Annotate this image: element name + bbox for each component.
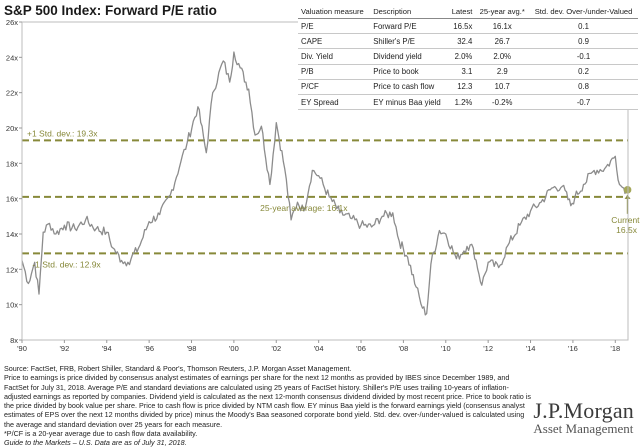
- table-cell: P/CF: [298, 79, 371, 95]
- table-cell: 2.9: [475, 64, 530, 80]
- table-cell: -0.2%: [475, 94, 530, 111]
- table-row: P/B Price to book 3.1 2.9 0.2: [298, 64, 638, 80]
- x-tick-label: '06: [356, 344, 366, 353]
- reference-label: 25-year average: 16.1x: [260, 203, 348, 213]
- table-cell: 26.7: [475, 33, 530, 50]
- table-cell: 32.4: [447, 33, 476, 50]
- table-cell: Div. Yield: [298, 48, 371, 65]
- logo-name: J.P.Morgan: [533, 398, 634, 423]
- table-cell: 2.0%: [475, 48, 530, 65]
- methodology-notes: Price to earnings is price divided by co…: [4, 373, 531, 429]
- y-tick-label: 10x: [6, 301, 18, 310]
- pe-series-line: [21, 51, 629, 316]
- current-label: Current:: [611, 215, 640, 225]
- x-tick-label: '04: [314, 344, 324, 353]
- table-cell: Price to cash flow: [370, 79, 448, 95]
- table-cell: 0.1: [529, 18, 638, 35]
- table-header: Description: [370, 5, 448, 19]
- table-cell: EY minus Baa yield: [370, 94, 448, 111]
- x-tick-label: '00: [229, 344, 239, 353]
- pe-chart: 8x 10x 12x 14x 16x 18x 20x 22x 24x 26x '90 '92 '94 '9…: [6, 18, 640, 353]
- table-cell: CAPE: [298, 33, 371, 50]
- table-cell: P/B: [298, 64, 371, 80]
- y-tick-label: 20x: [6, 124, 18, 133]
- table-cell: 1.2%: [447, 94, 476, 111]
- table-cell: Forward P/E: [370, 18, 448, 35]
- x-tick-label: '10: [441, 344, 451, 353]
- valuation-summary-table: Valuation measure Description Latest 25-yea…: [298, 5, 638, 111]
- x-tick-label: '16: [568, 344, 578, 353]
- x-tick-label: '96: [144, 344, 154, 353]
- x-tick-label: '90: [17, 344, 27, 353]
- y-tick-label: 22x: [6, 89, 18, 98]
- table-header: Valuation measure: [298, 5, 371, 19]
- table-cell: 2.0%: [447, 48, 476, 65]
- table-row: EY Spread EY minus Baa yield 1.2% -0.2% -0.7: [298, 94, 638, 111]
- x-tick-label: '94: [102, 344, 112, 353]
- footer-notes: Source: FactSet, FRB, Robert Shiller, St…: [4, 364, 534, 448]
- table-cell: 12.3: [447, 79, 476, 95]
- y-tick-label: 18x: [6, 159, 18, 168]
- x-tick-label: '14: [526, 344, 536, 353]
- current-value-label: 16.5x: [616, 225, 638, 235]
- table-cell: Price to book: [370, 64, 448, 80]
- table-header: Std. dev. Over-/under-Valued: [529, 5, 638, 19]
- x-tick-label: '08: [399, 344, 409, 353]
- table-cell: 16.5x: [447, 18, 476, 35]
- table-cell: 3.1: [447, 64, 476, 80]
- table-row: CAPE Shiller's P/E 32.4 26.7 0.9: [298, 33, 638, 50]
- table-cell: 0.8: [529, 79, 638, 95]
- chart-title: S&P 500 Index: Forward P/E ratio: [4, 3, 217, 18]
- reference-label: +1 Std. dev.: 19.3x: [27, 128, 98, 138]
- table-cell: -0.1: [529, 48, 638, 65]
- x-tick-label: '18: [610, 344, 620, 353]
- y-tick-label: 26x: [6, 18, 18, 27]
- x-tick-label: '12: [483, 344, 493, 353]
- table-cell: P/E: [298, 18, 371, 35]
- table-header: 25-year avg.*: [475, 5, 530, 19]
- y-tick-label: 16x: [6, 195, 18, 204]
- x-tick-label: '98: [187, 344, 197, 353]
- table-cell: 16.1x: [475, 18, 530, 35]
- table-row: Div. Yield Dividend yield 2.0% 2.0% -0.1: [298, 48, 638, 65]
- logo-subtitle: Asset Management: [533, 421, 634, 436]
- x-tick-label: '02: [271, 344, 281, 353]
- reference-label: -1 Std. dev.: 12.9x: [32, 259, 101, 269]
- jpmorgan-logo: J.P.Morgan Asset Management: [533, 398, 634, 437]
- table-row: P/E Forward P/E 16.5x 16.1x 0.1: [298, 18, 638, 35]
- guide-note: Guide to the Markets – U.S. Data are as …: [4, 438, 187, 448]
- table-cell: EY Spread: [298, 94, 371, 111]
- y-tick-label: 24x: [6, 53, 18, 62]
- y-tick-label: 12x: [6, 265, 18, 274]
- table-cell: -0.7: [529, 94, 638, 111]
- table-cell: Shiller's P/E: [370, 33, 448, 50]
- pcf-note: *P/CF is a 20-year average due to cash f…: [4, 429, 198, 439]
- table-cell: 10.7: [475, 79, 530, 95]
- table-cell: 0.2: [529, 64, 638, 80]
- x-tick-label: '92: [59, 344, 69, 353]
- table-cell: Dividend yield: [370, 48, 448, 65]
- table-cell: 0.9: [529, 33, 638, 50]
- source-text: Source: FactSet, FRB, Robert Shiller, St…: [4, 364, 352, 373]
- y-tick-label: 8x: [10, 336, 18, 345]
- y-tick-label: 14x: [6, 230, 18, 239]
- table-row: P/CF Price to cash flow 12.3 10.7 0.8: [298, 79, 638, 95]
- table-header: Latest: [447, 5, 476, 19]
